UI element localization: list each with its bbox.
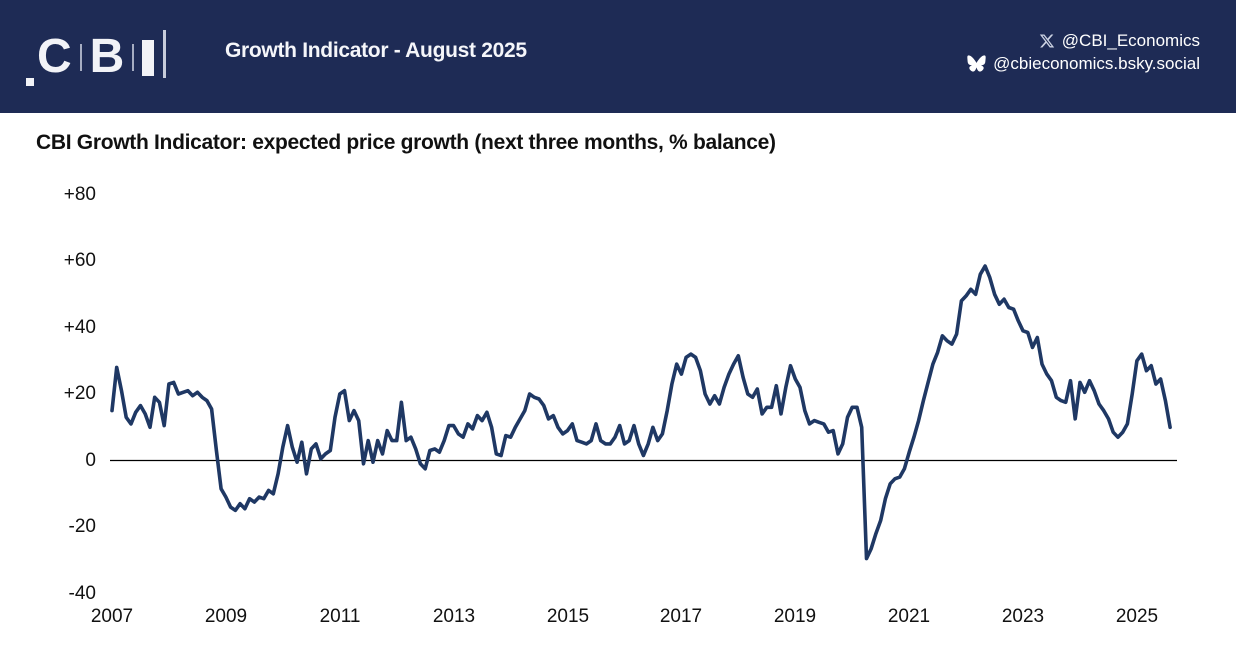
y-axis-tick-label: +60 bbox=[63, 250, 96, 271]
cbi-logo: C B bbox=[26, 24, 167, 90]
y-axis-tick-label: -40 bbox=[68, 583, 96, 604]
cbi-logo-letter-i bbox=[142, 39, 155, 76]
x-axis-tick-label: 2009 bbox=[204, 606, 248, 627]
header-title: Growth Indicator - August 2025 bbox=[225, 39, 527, 62]
cbi-logo-cursor-bar bbox=[163, 30, 167, 78]
y-axis-tick-label: +40 bbox=[63, 317, 96, 338]
x-axis-tick-label: 2017 bbox=[659, 606, 703, 627]
x-axis-tick-label: 2015 bbox=[546, 606, 590, 627]
y-axis-tick-label: +20 bbox=[63, 383, 96, 404]
bluesky-butterfly-icon bbox=[967, 55, 986, 72]
cbi-logo-letter-c: C bbox=[37, 30, 72, 83]
y-axis-tick-label: 0 bbox=[85, 450, 96, 471]
x-handle-text: @CBI_Economics bbox=[1061, 31, 1200, 50]
chart-title: CBI Growth Indicator: expected price gro… bbox=[36, 131, 776, 154]
cbi-logo-letter-b: B bbox=[89, 30, 125, 83]
x-axis-tick-label: 2019 bbox=[773, 606, 817, 627]
y-axis-tick-label: +80 bbox=[63, 184, 96, 205]
series-line bbox=[110, 264, 1172, 561]
header-band: C B Growth Indicator - August 2025 @CBI_… bbox=[0, 0, 1236, 113]
x-axis-tick-label: 2007 bbox=[90, 606, 134, 627]
bluesky-handle-text: @cbieconomics.bsky.social bbox=[993, 54, 1200, 73]
cbi-logo-divider bbox=[132, 43, 135, 71]
cbi-logo-dot bbox=[26, 78, 34, 86]
x-axis-tick-label: 2023 bbox=[1001, 606, 1045, 627]
social-handles: @CBI_Economics @cbieconomics.bsky.social bbox=[967, 29, 1200, 75]
cbi-logo-divider bbox=[79, 43, 82, 71]
y-axis-tick-label: -20 bbox=[68, 516, 96, 537]
x-axis-tick-label: 2021 bbox=[887, 606, 931, 627]
x-axis-tick-label: 2011 bbox=[319, 606, 361, 627]
x-axis-tick-label: 2013 bbox=[432, 606, 476, 627]
x-handle-row: @CBI_Economics bbox=[967, 29, 1200, 52]
bluesky-handle-row: @cbieconomics.bsky.social bbox=[967, 52, 1200, 75]
x-logo-icon bbox=[1039, 33, 1055, 49]
x-axis-tick-label: 2025 bbox=[1115, 606, 1159, 627]
